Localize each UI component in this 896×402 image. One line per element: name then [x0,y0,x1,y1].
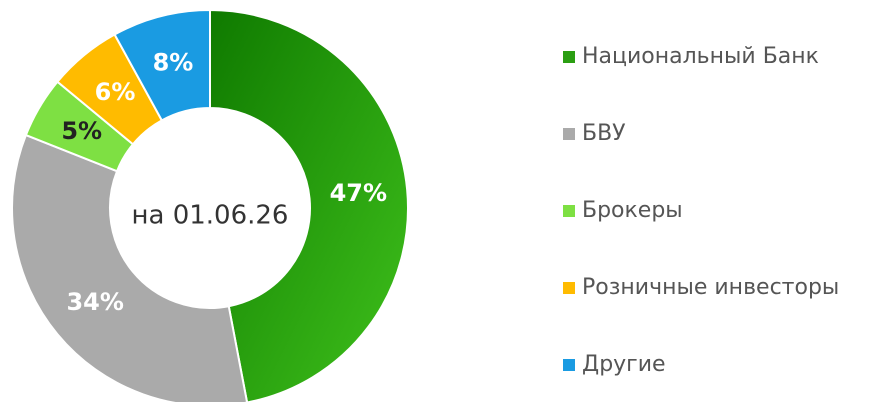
slice-label: 6% [95,78,136,106]
legend-label: Розничные инвесторы [582,275,839,300]
legend-swatch [563,282,575,294]
legend-label: Другие [582,352,666,377]
center-label: на 01.06.26 [132,201,289,231]
slice-label: 47% [330,179,387,207]
slice [113,8,211,122]
legend-label: БВУ [582,121,626,146]
legend-swatch [563,205,575,217]
legend-swatch [563,128,575,140]
legend-label: Брокеры [582,198,683,223]
slice [209,8,409,402]
slice-label: 5% [61,117,102,145]
legend-swatch [563,51,575,63]
slice [11,133,249,402]
legend-label: Национальный Банк [582,44,819,69]
slice-label: 8% [153,49,194,77]
legend-swatch [563,359,575,371]
slice-label: 34% [66,288,123,316]
